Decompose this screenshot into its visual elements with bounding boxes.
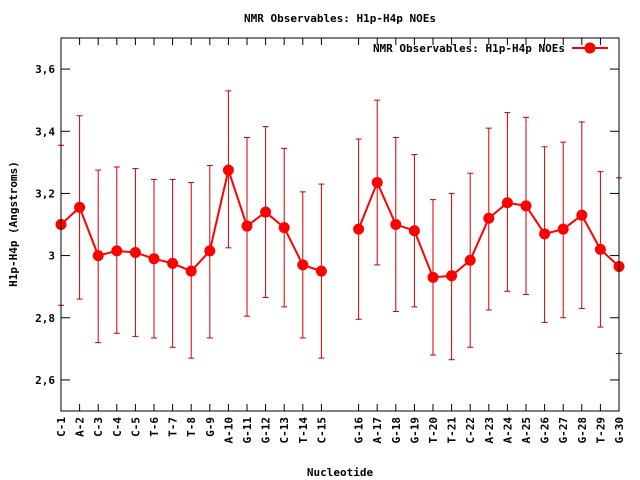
data-point	[278, 222, 290, 234]
data-point	[371, 177, 383, 189]
x-tick-label: C-1	[55, 417, 68, 437]
x-tick-label: G-27	[557, 417, 570, 444]
x-tick-label: C-3	[92, 417, 105, 437]
x-tick-label: A-24	[501, 417, 514, 444]
x-axis-label: Nucleotide	[307, 466, 374, 479]
data-point	[315, 265, 327, 277]
x-tick-label: C-5	[129, 417, 142, 437]
data-point	[111, 245, 123, 257]
x-tick-label: A-17	[371, 417, 384, 444]
x-tick-label: T-8	[185, 417, 198, 437]
x-tick-label: G-11	[241, 417, 254, 444]
data-point	[241, 220, 253, 232]
data-point	[185, 265, 197, 277]
legend: NMR Observables: H1p-H4p NOEs	[373, 42, 608, 55]
data-point	[129, 246, 141, 258]
data-point	[520, 200, 532, 212]
x-tick-label: G-16	[353, 417, 366, 444]
y-tick-label: 3,6	[35, 63, 55, 76]
plot-frame	[60, 37, 620, 412]
x-tick-label: A-25	[520, 417, 533, 444]
y-tick-label: 2,8	[35, 312, 55, 325]
legend-marker	[584, 42, 596, 54]
x-tick-label: A-2	[74, 417, 87, 437]
data-point	[222, 164, 234, 176]
data-point	[408, 225, 420, 237]
axes: 2,6 2,8 3 3,2 3,4 3,6 C-1 A-2 C-3 C-4 C-5 T-6 T-7 T-8…	[35, 38, 626, 444]
x-tick-label: C-13	[278, 417, 291, 444]
plot-area	[55, 90, 625, 361]
x-tick-label: T-14	[297, 417, 310, 444]
x-tick-label: C-4	[111, 417, 124, 437]
x-tick-label: C-15	[315, 417, 328, 444]
data-point	[594, 243, 606, 255]
data-point	[427, 271, 439, 283]
x-tick-label: A-10	[222, 417, 235, 444]
data-point	[148, 253, 160, 265]
x-tick-label: G-26	[539, 417, 552, 444]
x-tick-label: T-29	[594, 417, 607, 444]
data-point	[74, 201, 86, 213]
x-tick-label: G-30	[613, 417, 626, 444]
x-tick-label: T-21	[446, 417, 459, 444]
data-point	[92, 250, 104, 262]
data-point	[501, 197, 513, 209]
y-tick-label: 3	[48, 250, 55, 263]
data-point	[464, 254, 476, 266]
data-point	[576, 209, 588, 221]
x-tick-label: A-23	[483, 417, 496, 444]
y-tick-label: 3,2	[35, 187, 55, 200]
data-point	[390, 219, 402, 230]
data-point	[446, 270, 458, 282]
data-point	[204, 245, 216, 257]
data-point	[297, 259, 309, 271]
legend-label: NMR Observables: H1p-H4p NOEs	[373, 42, 565, 55]
x-tick-label: G-12	[260, 417, 273, 444]
x-tick-label: G-28	[576, 417, 589, 444]
x-tick-label: T-7	[167, 417, 180, 437]
x-tick-label: G-19	[408, 417, 421, 444]
x-tick-label: T-20	[427, 417, 440, 444]
data-point	[539, 228, 551, 240]
chart-title: NMR Observables: H1p-H4p NOEs	[244, 12, 436, 25]
x-tick-label: T-6	[148, 417, 161, 437]
y-tick-label: 2,6	[35, 374, 55, 387]
data-point	[353, 223, 365, 235]
y-tick-label: 3,4	[35, 125, 55, 138]
x-tick-label: C-22	[464, 417, 477, 444]
data-point	[557, 223, 569, 235]
data-point	[260, 206, 272, 218]
data-point	[483, 212, 495, 224]
x-tick-label: G-9	[204, 417, 217, 437]
data-point	[167, 257, 179, 269]
y-axis-label: H1p-H4p (Angstroms)	[7, 161, 20, 287]
x-tick-label: G-18	[390, 417, 403, 444]
